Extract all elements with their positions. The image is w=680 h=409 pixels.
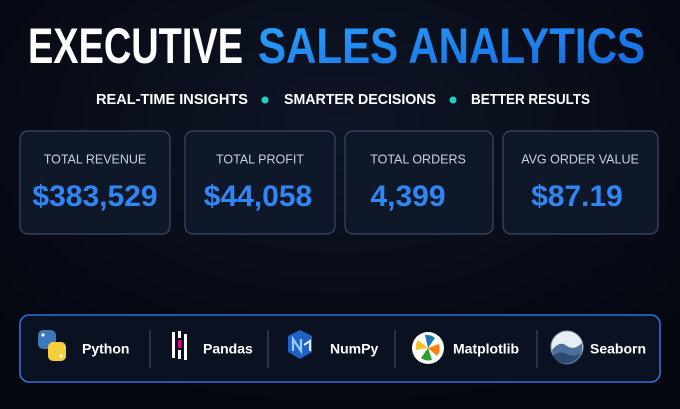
title-white: EXECUTIVE xyxy=(28,18,243,74)
tagline-item: BETTER RESULTS xyxy=(471,91,590,108)
tool-label: Seaborn xyxy=(590,341,646,357)
kpi-value: $383,529 xyxy=(32,180,157,213)
tagline-dot xyxy=(261,96,269,104)
seaborn-icon xyxy=(550,330,584,365)
kpi-value: $44,058 xyxy=(204,180,312,213)
pandas-icon xyxy=(172,331,187,360)
kpi-card xyxy=(184,130,336,235)
kpi-card xyxy=(19,130,171,235)
kpi-label: AVG ORDER VALUE xyxy=(521,152,639,166)
kpi-label: TOTAL ORDERS xyxy=(370,152,466,166)
tagline-dot xyxy=(449,96,457,104)
kpi-value: $87.19 xyxy=(531,180,623,213)
matplotlib-icon xyxy=(412,332,444,364)
tool-label: Python xyxy=(82,341,129,357)
kpi-value: 4,399 xyxy=(370,180,445,213)
kpi-card xyxy=(502,130,659,235)
kpi-label: TOTAL REVENUE xyxy=(44,152,147,166)
kpi-card xyxy=(344,130,494,235)
tool-label: Pandas xyxy=(203,341,253,357)
tagline-item: SMARTER DECISIONS xyxy=(284,91,436,108)
tool-label: Matplotlib xyxy=(453,341,519,357)
tool-label: NumPy xyxy=(330,341,378,357)
tagline-item: REAL-TIME INSIGHTS xyxy=(96,91,248,108)
numpy-icon xyxy=(288,330,312,359)
kpi-label: TOTAL PROFIT xyxy=(216,152,304,166)
title-blue: SALES ANALYTICS xyxy=(258,18,645,74)
python-icon xyxy=(38,330,66,361)
